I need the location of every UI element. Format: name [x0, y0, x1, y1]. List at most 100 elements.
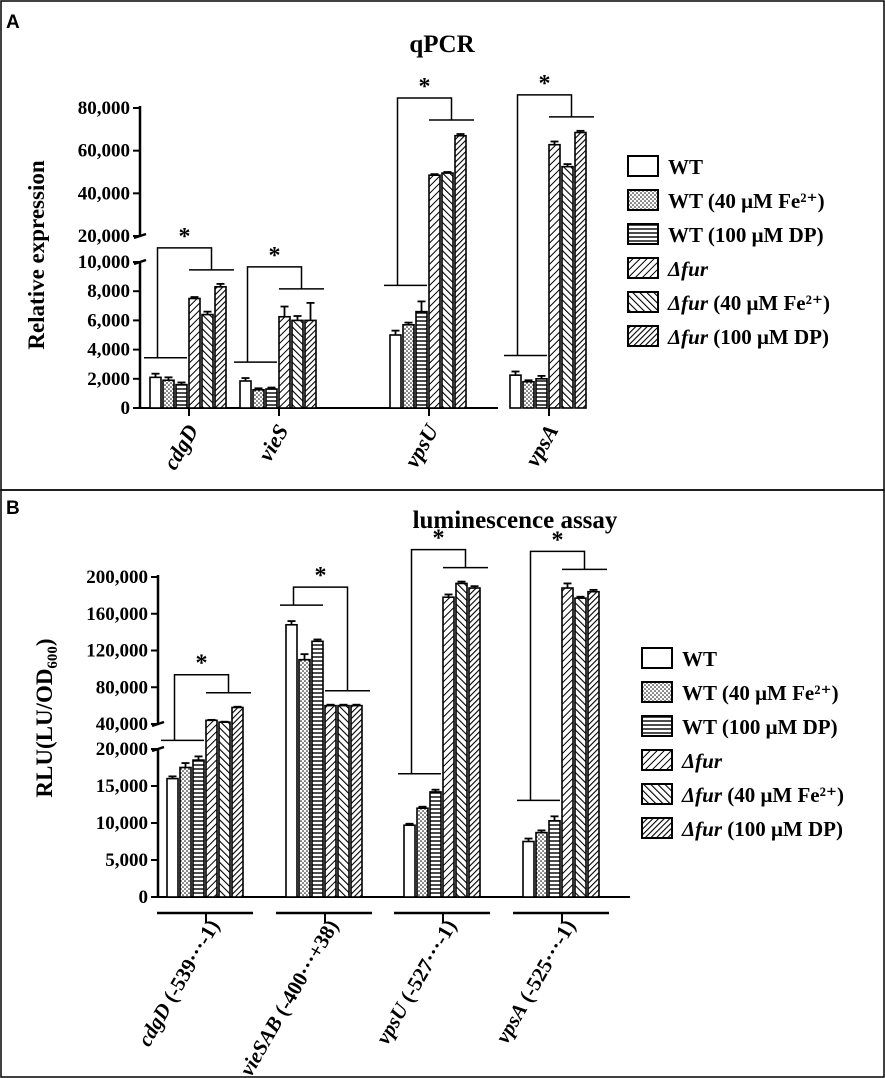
panel-b-plot: 0 5,000 10,000 15,000 20,000 40,000 80,000 120,…: [86, 526, 630, 1078]
legend-swatch: [627, 223, 659, 245]
bar: [291, 319, 304, 409]
panel-b-legend: WT WT (40 μM Fe²⁺) WT (100 μM DP) Δfur Δfur …: [641, 647, 844, 841]
bar: [166, 777, 179, 898]
legend-label: WT: [668, 155, 703, 179]
significance-star: *: [315, 563, 327, 589]
legend-swatch: [627, 325, 659, 347]
bar: [389, 334, 402, 409]
bar: [535, 377, 548, 409]
significance-star: *: [539, 71, 551, 97]
bar: [188, 297, 201, 409]
bar: [239, 380, 252, 409]
category-label: vpsA: [520, 420, 564, 471]
bar: [324, 704, 337, 898]
bar: [179, 766, 192, 898]
bar: [402, 323, 415, 409]
bar: [587, 590, 600, 898]
bar: [468, 587, 481, 898]
bar: [429, 791, 442, 898]
bar: [522, 380, 535, 409]
legend-swatch: [627, 155, 659, 177]
y-tick-label: 2,000: [87, 369, 130, 390]
panel-b-frame: [0, 489, 885, 1078]
legend-label: Δfur: [667, 257, 709, 281]
bar: [548, 143, 561, 409]
significance-bracket: [292, 586, 349, 691]
y-tick-label: 200,000: [86, 567, 148, 588]
y-tick-label: 20,000: [96, 739, 148, 760]
legend-label: WT (100 μM DP): [682, 715, 838, 739]
bar: [455, 582, 468, 898]
bar: [441, 172, 454, 409]
y-tick-label: 15,000: [96, 776, 148, 797]
legend-swatch: [627, 257, 659, 279]
significance-star: *: [552, 527, 564, 553]
y-tick-label: 160,000: [86, 604, 148, 625]
bar: [548, 819, 561, 898]
bar: [298, 658, 311, 898]
legend-label: WT (100 μM DP): [668, 223, 824, 247]
bar: [415, 310, 428, 409]
significance-star: *: [179, 224, 191, 250]
y-tick-label: 60,000: [78, 141, 130, 162]
panel-a-legend: WT WT (40 μM Fe²⁺) WT (100 μM DP) Δfur Δfur …: [627, 155, 830, 349]
y-tick-label: 0: [121, 398, 131, 419]
bar: [149, 376, 162, 409]
bar: [416, 807, 429, 898]
significance-bracket: [410, 548, 467, 774]
legend-swatch: [641, 715, 673, 737]
bar: [337, 704, 350, 898]
bar: [278, 315, 291, 409]
y-tick-label: 4,000: [87, 340, 130, 361]
legend-label: Δfur: [681, 749, 723, 773]
y-tick-label: 8,000: [87, 281, 130, 302]
bar: [522, 840, 535, 898]
significance-bracket: [516, 94, 573, 356]
bar: [265, 388, 278, 409]
y-tick-label: 5,000: [105, 850, 148, 871]
legend-label: Δfur (40 μM Fe²⁺): [667, 291, 830, 315]
bar: [403, 824, 416, 898]
y-tick-label: 20,000: [78, 226, 130, 247]
bar: [311, 640, 324, 898]
bar: [561, 587, 574, 898]
legend-label: WT: [682, 647, 717, 671]
bar: [561, 165, 574, 409]
significance-bracket: [246, 266, 303, 363]
y-tick-label: 0: [139, 887, 149, 908]
y-tick-label: 80,000: [78, 98, 130, 119]
legend-label: Δfur (100 μM DP): [667, 325, 829, 349]
y-tick-label: 40,000: [96, 714, 148, 735]
category-label: vpsU (-527···-1): [371, 915, 461, 1048]
panel-b-ylabel: RLU(LU/OD600): [32, 638, 61, 797]
bar: [574, 131, 587, 409]
category-label: vpsU: [399, 419, 444, 472]
bar: [252, 388, 265, 409]
bar: [285, 623, 298, 898]
category-label: cdgD (-539···-1): [133, 915, 225, 1050]
bar: [442, 596, 455, 898]
y-tick-label: 80,000: [96, 677, 148, 698]
category-label: cdgD: [158, 420, 204, 474]
panel-a-title: qPCR: [409, 31, 475, 58]
significance-star: *: [433, 526, 445, 552]
legend-swatch: [627, 189, 659, 211]
bar: [214, 286, 227, 409]
legend-label: WT (40 μM Fe²⁺): [668, 189, 825, 213]
bar: [218, 721, 231, 898]
bar: [162, 379, 175, 409]
y-tick-label: 10,000: [96, 813, 148, 834]
y-tick-label: 40,000: [78, 183, 130, 204]
panel-b-label: B: [6, 498, 20, 519]
significance-star: *: [269, 243, 281, 269]
y-tick-label: 6,000: [87, 310, 130, 331]
category-label: vieSAB (-400···+38): [235, 916, 344, 1078]
legend-label: WT (40 μM Fe²⁺): [682, 681, 839, 705]
legend-swatch: [641, 647, 673, 669]
bar: [201, 313, 214, 409]
legend-swatch: [627, 291, 659, 313]
y-tick-label: 120,000: [86, 641, 148, 662]
significance-bracket: [156, 247, 213, 358]
y-tick-label: 10,000: [78, 252, 130, 273]
panel-a-plot: 0 2,000 4,000 6,000 8,000 10,000 20,000 40,000 6…: [78, 71, 594, 474]
